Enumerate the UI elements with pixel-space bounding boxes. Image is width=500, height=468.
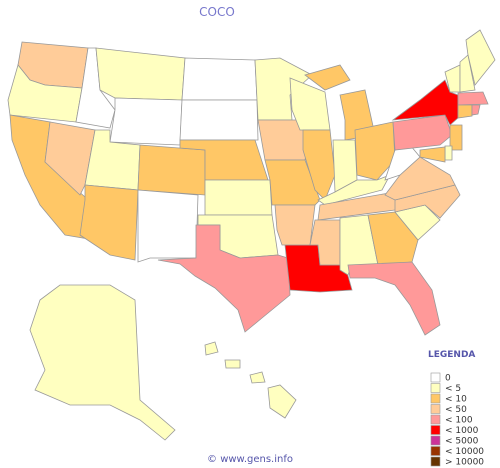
legend-swatch [430, 383, 441, 393]
state [304, 64, 351, 91]
state [274, 204, 316, 246]
legend-swatch [430, 393, 441, 404]
legend-swatch [430, 446, 441, 456]
state [449, 124, 463, 151]
state [465, 29, 496, 86]
state [44, 121, 96, 196]
state [354, 121, 396, 181]
state [224, 359, 241, 369]
state [137, 144, 206, 196]
legend-label: < 100 [445, 416, 473, 426]
state [419, 146, 446, 163]
state [79, 184, 139, 261]
state [457, 104, 473, 119]
legend-label: < 1000 [445, 426, 479, 436]
state [347, 261, 441, 336]
legend-label: > 10000 [445, 458, 484, 468]
state [204, 179, 273, 216]
state [157, 224, 291, 333]
map-title: COCO [199, 5, 235, 19]
state [109, 97, 183, 146]
state [137, 189, 199, 263]
legend-label: < 5000 [445, 437, 479, 447]
legend-swatch [430, 425, 441, 435]
legend-label: < 5 [445, 384, 461, 394]
state [95, 47, 186, 101]
state [29, 284, 176, 441]
legend-swatch [430, 414, 441, 425]
legend-label: < 10 [445, 395, 467, 405]
legend-label: < 50 [445, 405, 467, 415]
state [179, 99, 259, 141]
legend-swatch [430, 456, 441, 467]
state [392, 114, 453, 151]
state [459, 54, 476, 93]
legend-swatch [430, 435, 441, 446]
legend: 0< 5< 10< 50< 100< 1000< 5000< 10000> 10… [430, 372, 484, 468]
state [471, 104, 481, 116]
legend-swatch [430, 404, 441, 414]
footer: © www.gens.info [207, 454, 293, 465]
state [181, 57, 258, 101]
legend-label: < 10000 [445, 447, 484, 457]
legend-title: LEGENDA [428, 350, 475, 360]
legend-swatch [430, 372, 441, 383]
legend-label: 0 [445, 374, 451, 384]
state [457, 91, 489, 106]
state [249, 371, 266, 384]
states [7, 29, 496, 441]
state [444, 145, 453, 161]
state [267, 384, 297, 419]
state [204, 341, 219, 356]
